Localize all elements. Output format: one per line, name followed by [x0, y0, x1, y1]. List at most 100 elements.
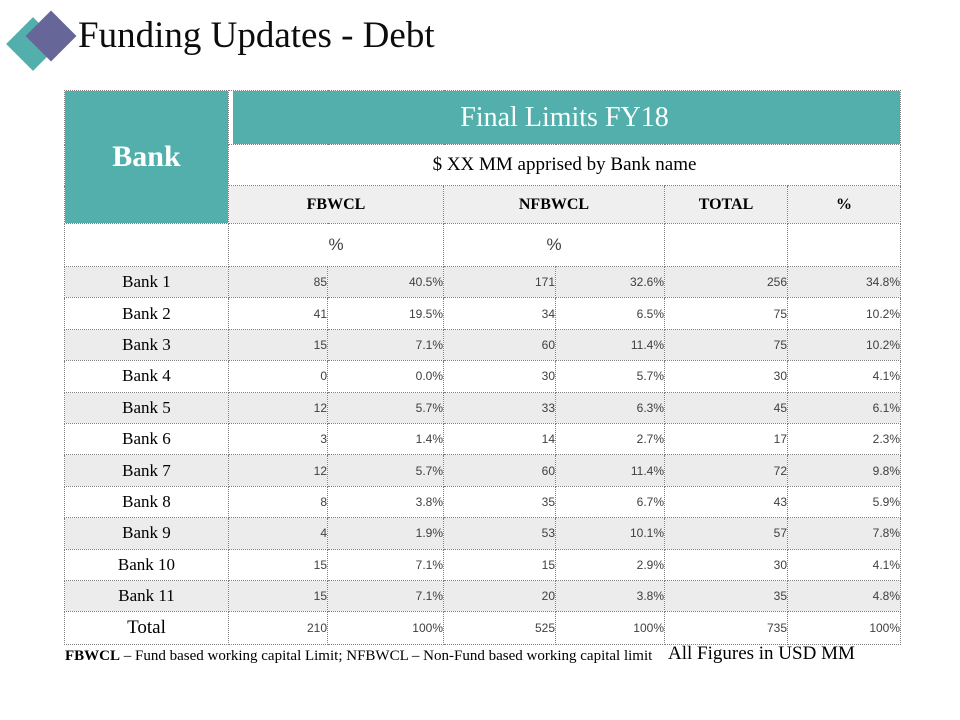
value-cell: 5.7% [555, 360, 665, 393]
value-cell: 7.8% [786, 517, 902, 550]
bank-name-cell: Bank 10 [64, 548, 229, 581]
value-cell: 6.3% [555, 391, 665, 424]
col-header-total: TOTAL [664, 185, 788, 224]
footnote-term: FBWCL [65, 648, 121, 664]
value-cell: 20 [443, 579, 556, 613]
col-header-pct: % [786, 185, 902, 224]
value-cell: 34 [443, 297, 556, 330]
table-row: Bank 1 85 40.5% 171 32.6% 256 34.8% [64, 265, 902, 299]
value-cell: 525 [443, 611, 556, 646]
nfbwcl-pct-subheader: % [443, 223, 665, 267]
value-cell: 45 [664, 391, 788, 424]
value-cell: 9.8% [786, 454, 902, 487]
table-row: Bank 7 12 5.7% 60 11.4% 72 9.8% [64, 454, 902, 487]
value-cell: 60 [443, 454, 556, 487]
value-cell: 12 [228, 391, 328, 424]
value-cell: 30 [443, 360, 556, 393]
table-row: Bank 8 8 3.8% 35 6.7% 43 5.9% [64, 485, 902, 519]
value-cell: 43 [664, 485, 788, 519]
value-cell: 60 [443, 328, 556, 362]
value-cell: 4 [228, 517, 328, 550]
table-row: Bank 11 15 7.1% 20 3.8% 35 4.8% [64, 579, 902, 613]
value-cell: 34.8% [786, 265, 902, 299]
bank-name-cell: Bank 8 [64, 485, 229, 519]
total-row: Total 210 100% 525 100% 735 100% [64, 611, 902, 646]
empty-cell [664, 223, 788, 267]
value-cell: 30 [664, 548, 788, 581]
table-row: Bank 5 12 5.7% 33 6.3% 45 6.1% [64, 391, 902, 424]
col-header-nfbwcl: NFBWCL [443, 185, 665, 224]
value-cell: 100% [555, 611, 665, 646]
value-cell: 75 [664, 328, 788, 362]
value-cell: 85 [228, 265, 328, 299]
bank-name-cell: Total [64, 611, 229, 646]
value-cell: 2.7% [555, 422, 665, 456]
value-cell: 210 [228, 611, 328, 646]
table-body: Bank 1 85 40.5% 171 32.6% 256 34.8% Bank 2 41 19.… [64, 265, 902, 646]
bank-name-cell: Bank 4 [64, 360, 229, 393]
value-cell: 15 [228, 548, 328, 581]
value-cell: 6.5% [555, 297, 665, 330]
value-cell: 735 [664, 611, 788, 646]
bank-name-cell: Bank 1 [64, 265, 229, 299]
value-cell: 10.1% [555, 517, 665, 550]
bank-name-cell: Bank 9 [64, 517, 229, 550]
value-cell: 7.1% [327, 548, 444, 581]
value-cell: 171 [443, 265, 556, 299]
footnote: FBWCL – Fund based working capital Limit… [65, 648, 652, 665]
funding-table: Bank Final Limits FY18 $ XX MM apprised … [64, 90, 902, 646]
bank-name-cell: Bank 7 [64, 454, 229, 487]
table-row: Bank 2 41 19.5% 34 6.5% 75 10.2% [64, 297, 902, 330]
value-cell: 1.4% [327, 422, 444, 456]
value-cell: 10.2% [786, 328, 902, 362]
bank-name-cell: Bank 5 [64, 391, 229, 424]
value-cell: 75 [664, 297, 788, 330]
empty-cell [64, 223, 229, 267]
table-row: Bank 3 15 7.1% 60 11.4% 75 10.2% [64, 328, 902, 362]
value-cell: 100% [327, 611, 444, 646]
units-note: All Figures in USD MM [668, 643, 855, 664]
col-header-fbwcl: FBWCL [228, 185, 444, 224]
title-block: Funding Updates - Debt [0, 0, 960, 80]
bank-name-cell: Bank 2 [64, 297, 229, 330]
value-cell: 17 [664, 422, 788, 456]
value-cell: 2.3% [786, 422, 902, 456]
bank-name-cell: Bank 3 [64, 328, 229, 362]
table-row: Bank 6 3 1.4% 14 2.7% 17 2.3% [64, 422, 902, 456]
value-cell: 14 [443, 422, 556, 456]
value-cell: 4.8% [786, 579, 902, 613]
value-cell: 35 [664, 579, 788, 613]
empty-cell [786, 223, 902, 267]
value-cell: 35 [443, 485, 556, 519]
value-cell: 40.5% [327, 265, 444, 299]
value-cell: 8 [228, 485, 328, 519]
value-cell: 11.4% [555, 328, 665, 362]
table-row: Bank 10 15 7.1% 15 2.9% 30 4.1% [64, 548, 902, 581]
value-cell: 72 [664, 454, 788, 487]
value-cell: 5.9% [786, 485, 902, 519]
value-cell: 41 [228, 297, 328, 330]
value-cell: 19.5% [327, 297, 444, 330]
value-cell: 6.1% [786, 391, 902, 424]
value-cell: 15 [228, 579, 328, 613]
value-cell: 5.7% [327, 391, 444, 424]
value-cell: 6.7% [555, 485, 665, 519]
value-cell: 100% [786, 611, 902, 646]
footnote-text: – Fund based working capital Limit; NFBW… [120, 648, 653, 664]
value-cell: 30 [664, 360, 788, 393]
page-title: Funding Updates - Debt [78, 15, 435, 56]
bank-name-cell: Bank 6 [64, 422, 229, 456]
value-cell: 3.8% [555, 579, 665, 613]
value-cell: 15 [228, 328, 328, 362]
value-cell: 15 [443, 548, 556, 581]
value-cell: 0 [228, 360, 328, 393]
value-cell: 7.1% [327, 579, 444, 613]
value-cell: 5.7% [327, 454, 444, 487]
subtitle-cell: $ XX MM apprised by Bank name [227, 144, 902, 186]
group-header-cell: Final Limits FY18 [227, 90, 902, 145]
value-cell: 1.9% [327, 517, 444, 550]
value-cell: 2.9% [555, 548, 665, 581]
value-cell: 10.2% [786, 297, 902, 330]
value-cell: 3.8% [327, 485, 444, 519]
